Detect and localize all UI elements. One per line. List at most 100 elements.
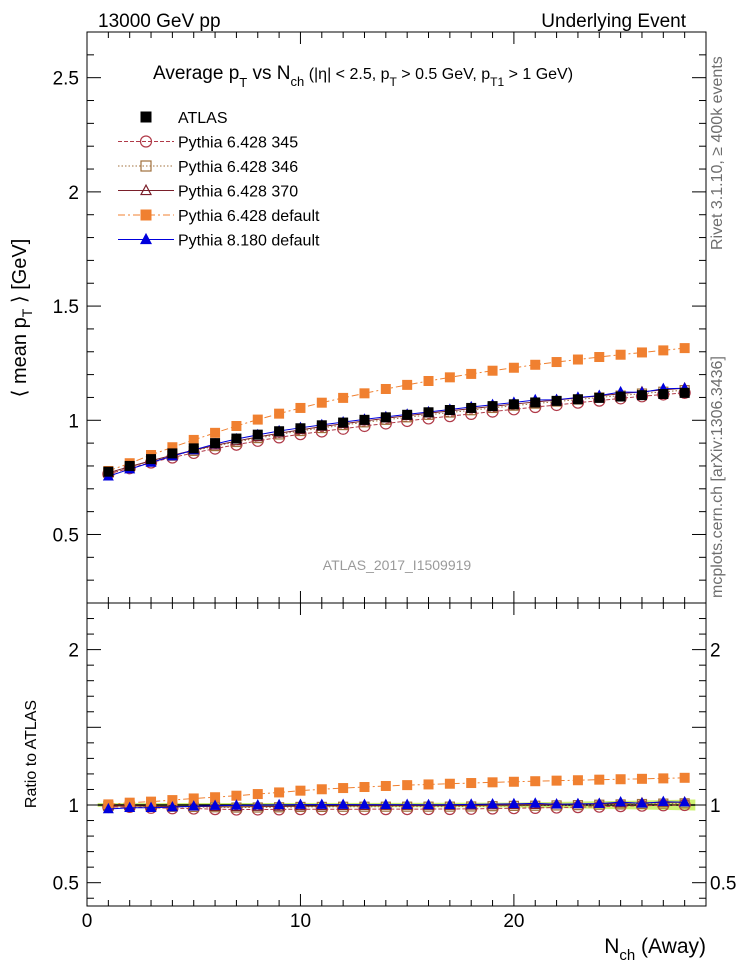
series-pythia-6-428-default <box>103 343 690 476</box>
analysis-watermark: ATLAS_2017_I1509919 <box>323 557 472 573</box>
x-tick-label: 0 <box>82 911 93 932</box>
ratio-data-point <box>124 801 136 812</box>
y-tick-label-ratio-right: 2 <box>710 641 721 662</box>
data-point <box>103 466 114 477</box>
ratio-data-point <box>444 778 455 789</box>
data-point <box>594 392 605 403</box>
legend-label: Pythia 6.428 default <box>178 208 320 225</box>
ratio-data-point <box>679 772 690 783</box>
data-point <box>487 401 498 412</box>
ratio-data-point <box>444 798 456 809</box>
ratio-data-point <box>274 787 285 798</box>
ratio-series-line <box>108 777 685 805</box>
data-point <box>572 394 583 405</box>
y-axis-label-ratio: Ratio to ATLAS <box>23 700 40 808</box>
ratio-data-point <box>358 798 370 809</box>
y-tick-label-main: 2 <box>68 183 79 204</box>
chart-title: Average pT vs Nch (|η| < 2.5, pT > 0.5 G… <box>153 63 573 90</box>
data-point <box>508 362 519 373</box>
ratio-data-point <box>102 802 114 814</box>
series-line <box>108 387 685 477</box>
legend-label: Pythia 6.428 346 <box>178 159 298 176</box>
data-point <box>466 402 477 413</box>
y-tick-label-ratio: 2 <box>68 641 79 662</box>
data-point <box>252 414 263 425</box>
header-energy-label: 13000 GeV pp <box>98 11 221 32</box>
ratio-data-point <box>294 798 306 809</box>
data-point <box>338 417 349 428</box>
ratio-data-point <box>658 773 669 784</box>
ratio-data-point <box>209 799 221 810</box>
ratio-data-point <box>230 799 242 810</box>
ratio-data-point <box>572 797 584 809</box>
legend-marker <box>140 160 152 172</box>
y-tick-label-main: 1 <box>68 411 79 432</box>
ratio-data-point <box>636 773 647 784</box>
data-point <box>338 392 349 403</box>
y-tick-label-main: 1.5 <box>53 297 79 318</box>
ratio-data-point <box>252 789 263 800</box>
series-line <box>108 389 685 474</box>
ratio-data-point <box>295 785 306 796</box>
ratio-data-point <box>487 797 499 809</box>
data-point <box>636 390 647 401</box>
chart-legend: ATLAS Pythia 6.428 345 Pythia 6.428 346 Pyt… <box>118 110 320 250</box>
data-point <box>359 414 370 425</box>
data-point <box>146 454 157 465</box>
data-point <box>188 443 199 454</box>
data-point <box>679 387 690 398</box>
data-point <box>423 375 434 386</box>
data-point <box>530 359 541 370</box>
legend-entry-pythia-6-428-345: Pythia 6.428 345 <box>118 135 298 152</box>
ratio-series-pythia-8-180-default <box>102 795 691 814</box>
data-point <box>551 395 562 406</box>
legend-marker <box>140 183 152 196</box>
data-point <box>167 448 178 459</box>
data-point <box>658 345 669 356</box>
series-line <box>108 392 685 475</box>
data-point <box>231 433 242 444</box>
ratio-data-point <box>615 796 627 807</box>
ratio-data-point <box>380 798 392 809</box>
data-point <box>231 420 242 431</box>
legend-entry-atlas: ATLAS <box>140 110 228 127</box>
ratio-data-point <box>359 782 370 793</box>
y-tick-label-ratio-right: 1 <box>710 796 721 817</box>
ratio-data-point <box>188 800 200 811</box>
ratio-data-point <box>572 775 583 786</box>
rivet-version-label: Rivet 3.1.10, ≥ 400k events <box>709 56 726 250</box>
ratio-data-point <box>402 780 413 791</box>
data-point <box>508 399 519 410</box>
x-tick-label: 20 <box>503 911 524 932</box>
ratio-data-point <box>337 798 349 809</box>
data-point <box>658 389 669 400</box>
legend-marker <box>140 209 152 221</box>
ratio-data-point <box>401 798 413 809</box>
data-point <box>252 429 263 440</box>
ratio-series-line <box>108 804 685 811</box>
ratio-data-point <box>338 783 349 794</box>
x-tick-label: 10 <box>290 911 311 932</box>
ratio-data-point <box>551 798 563 809</box>
data-point <box>572 354 583 365</box>
data-point <box>530 397 541 408</box>
y-tick-label-ratio: 0.5 <box>53 874 79 895</box>
ratio-data-point <box>487 777 498 788</box>
legend-entry-pythia-8-180-default: Pythia 8.180 default <box>118 233 320 250</box>
ratio-data-point <box>593 797 605 808</box>
data-point <box>295 402 306 413</box>
header-analysis-label: Underlying Event <box>541 11 686 32</box>
y-tick-label-ratio: 1 <box>68 796 79 817</box>
legend-marker <box>140 232 152 245</box>
ratio-data-point <box>594 774 605 785</box>
data-point <box>551 357 562 368</box>
legend-label: ATLAS <box>178 110 228 127</box>
legend-label: Pythia 6.428 345 <box>178 135 298 152</box>
ratio-data-point <box>615 774 626 785</box>
data-point <box>402 409 413 420</box>
data-point <box>615 391 626 402</box>
ratio-data-point <box>273 798 285 810</box>
data-point <box>487 365 498 376</box>
legend-entry-pythia-6-428-default: Pythia 6.428 default <box>118 208 320 225</box>
data-point <box>444 372 455 383</box>
